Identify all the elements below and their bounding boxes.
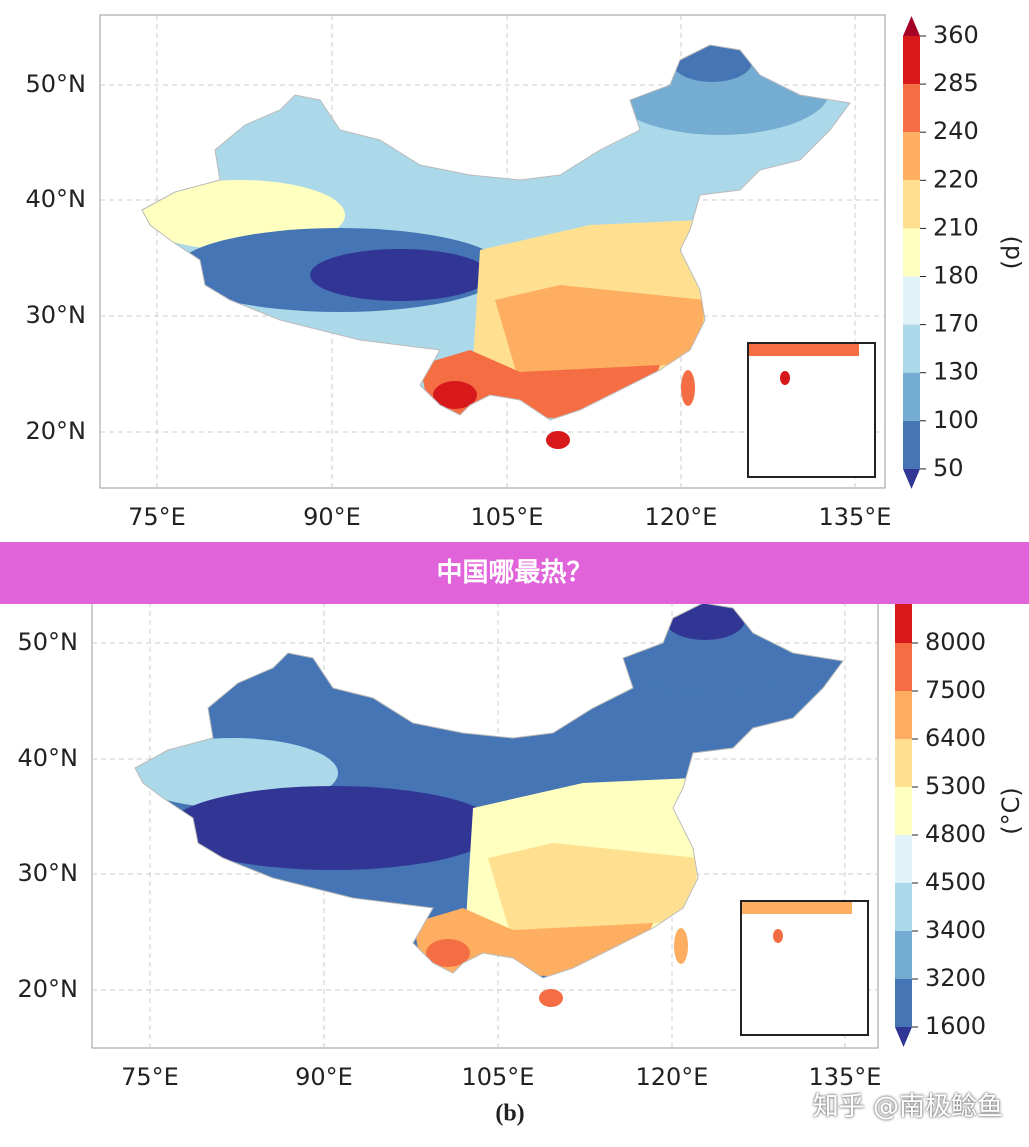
- colorbar-tick-label: 50: [933, 454, 964, 482]
- colorbar-segment: [895, 931, 912, 979]
- colorbar-segment: [903, 420, 920, 469]
- lat-label: 50°N: [26, 70, 87, 98]
- colorbar-segment: [903, 132, 920, 181]
- lon-label: 120°E: [636, 1063, 709, 1091]
- hainan: [539, 989, 563, 1007]
- lon-label: 135°E: [809, 1063, 882, 1091]
- colorbar-tick-label: 360: [933, 21, 979, 49]
- lon-label: 135°E: [819, 503, 892, 531]
- colorbar-tick-label: 240: [933, 117, 979, 145]
- inset-island: [773, 929, 783, 943]
- colorbar-tick-label: 130: [933, 358, 979, 386]
- colorbar-segment: [895, 979, 912, 1027]
- colorbar-segment: [895, 835, 912, 883]
- lat-label: 20°N: [26, 417, 87, 445]
- lat-label: 40°N: [18, 744, 79, 772]
- colorbar-label: (°C): [997, 787, 1025, 834]
- colorbar-tick-label: 210: [933, 213, 979, 241]
- colorbar-arrow: [903, 16, 920, 36]
- colorbar-segment: [903, 36, 920, 85]
- colorbar-segment: [895, 883, 912, 931]
- colorbar-segment: [903, 324, 920, 373]
- colorbar-segment: [895, 739, 912, 787]
- colorbar-tick-label: 180: [933, 262, 979, 290]
- lon-label: 105°E: [462, 1063, 535, 1091]
- colorbar-arrow: [895, 1027, 912, 1047]
- banner-title: 中国哪最热？: [0, 542, 1029, 604]
- inset-frame: [740, 900, 869, 1036]
- map-panel: 50°N 40°N 30°N 20°N 75°E 90°E 105°E 120°E 135°E 3…: [26, 14, 1025, 567]
- map-panel: 50°N40°N30°N20°N75°E90°E105°E120°E135°E9…: [18, 574, 1025, 1127]
- taiwan: [681, 370, 695, 406]
- colorbar-segment: [895, 691, 912, 739]
- colorbar-segment: [903, 84, 920, 133]
- colorbar-segment: [895, 787, 912, 835]
- colorbar-label: (d): [997, 235, 1025, 269]
- region: [426, 939, 470, 967]
- colorbar-tick-label: 100: [933, 406, 979, 434]
- colorbar-tick-label: 285: [933, 69, 979, 97]
- lat-label: 20°N: [18, 975, 79, 1003]
- china-outline: [134, 602, 844, 979]
- colorbar-tick-label: 4800: [925, 820, 986, 848]
- colorbar-tick-label: 8000: [925, 628, 986, 656]
- region: [303, 807, 483, 859]
- colorbar-tick-label: 170: [933, 310, 979, 338]
- colorbar-segment: [903, 276, 920, 325]
- region: [433, 381, 477, 409]
- watermark: 知乎 @南极鲶鱼: [812, 1092, 1003, 1122]
- lon-label: 75°E: [128, 503, 186, 531]
- lat-label: 50°N: [18, 628, 79, 656]
- colorbar-tick-label: 6400: [925, 724, 986, 752]
- lon-label: 105°E: [471, 503, 544, 531]
- china-outline: [141, 44, 851, 421]
- inset-region: [742, 902, 852, 914]
- lat-label: 30°N: [18, 859, 79, 887]
- taiwan: [674, 928, 688, 964]
- inset-region: [749, 344, 859, 356]
- lat-label: 30°N: [26, 301, 87, 329]
- colorbar-segment: [903, 180, 920, 229]
- colorbar-segment: [895, 595, 912, 643]
- lat-label: 40°N: [26, 185, 87, 213]
- colorbar-tick-label: 4500: [925, 868, 986, 896]
- colorbar-tick-label: 1600: [925, 1012, 986, 1040]
- hainan: [546, 431, 570, 449]
- lon-label: 90°E: [295, 1063, 353, 1091]
- inset-frame: [747, 342, 876, 478]
- colorbar-tick-label: 3400: [925, 916, 986, 944]
- lon-label: 90°E: [303, 503, 361, 531]
- inset-island: [780, 371, 790, 385]
- colorbar-tick-label: 3200: [925, 964, 986, 992]
- colorbar-tick-label: 7500: [925, 676, 986, 704]
- colorbar-segment: [903, 228, 920, 277]
- colorbar-segment: [903, 372, 920, 421]
- region: [488, 843, 698, 943]
- colorbar-arrow: [903, 468, 920, 489]
- panel-label: (b): [495, 1101, 524, 1127]
- colorbar-tick-label: 5300: [925, 772, 986, 800]
- lon-label: 120°E: [645, 503, 718, 531]
- lon-label: 75°E: [121, 1063, 179, 1091]
- region: [495, 285, 705, 385]
- colorbar-tick-label: 220: [933, 165, 979, 193]
- region: [310, 249, 490, 301]
- colorbar-segment: [895, 643, 912, 691]
